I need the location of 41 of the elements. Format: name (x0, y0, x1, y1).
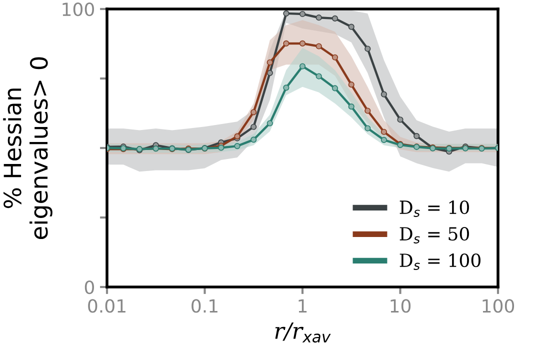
point (364, 46, 371, 52)
point (299, 40, 306, 47)
point (348, 24, 354, 30)
point (283, 84, 290, 91)
point (332, 54, 338, 60)
x-tick-label: 0.01 (88, 299, 126, 313)
point (397, 116, 404, 123)
point (250, 109, 257, 116)
point (414, 132, 420, 140)
point (380, 91, 387, 98)
point (266, 70, 273, 76)
point (299, 63, 306, 70)
point (380, 128, 387, 135)
point (316, 43, 322, 50)
point (316, 14, 322, 21)
x-tick-label: 100 (482, 299, 514, 313)
point (364, 108, 371, 114)
legend-label: D$_{s}$ = 50 (400, 226, 469, 244)
point (266, 120, 273, 126)
legend-label: D$_{s}$ = 10 (400, 200, 469, 217)
y-axis-title: % Hessian eigenvalues> 0 (3, 57, 52, 240)
point (332, 85, 338, 92)
point (250, 136, 257, 143)
point (283, 10, 290, 17)
point (234, 142, 240, 150)
point (348, 104, 354, 110)
x-tick-label: 0.1 (192, 299, 218, 313)
point (380, 136, 387, 143)
x-axis-title: r/r$_{xav}$ (275, 322, 331, 343)
point (299, 10, 306, 18)
y-tick-label: 0 (84, 280, 94, 294)
point (332, 15, 338, 22)
point (283, 40, 290, 47)
x-tick-label: 1 (298, 299, 307, 313)
point (348, 82, 354, 88)
x-tick-label: 10 (390, 299, 411, 313)
point (250, 124, 257, 130)
legend-label: D$_{s}$ = 100 (400, 253, 480, 270)
point (266, 59, 273, 66)
point (316, 73, 322, 80)
point (364, 125, 371, 132)
